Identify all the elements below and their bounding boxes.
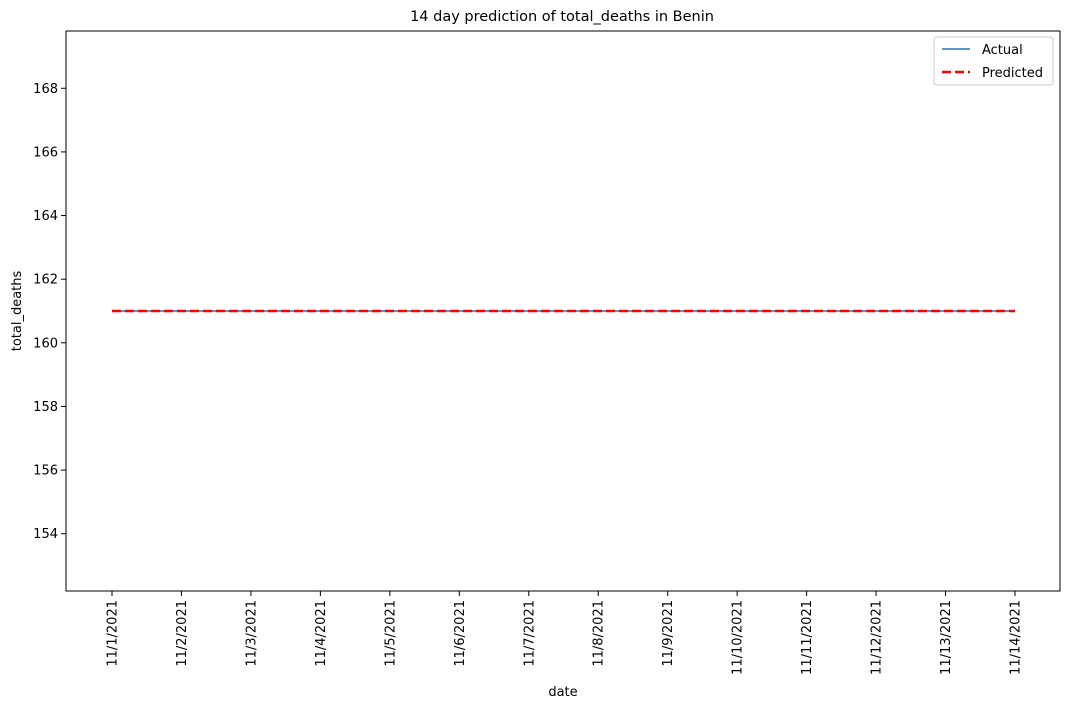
legend-label-actual: Actual (982, 43, 1023, 58)
y-axis: 154 156 158 160 162 164 166 168 (33, 82, 66, 542)
legend: Actual Predicted (933, 36, 1054, 86)
chart-title: 14 day prediction of total_deaths in Ben… (410, 9, 714, 25)
y-tick-label: 158 (33, 400, 58, 415)
x-axis-label: date (548, 685, 577, 700)
x-tick-label: 11/4/2021 (314, 600, 329, 667)
y-tick-label: 156 (33, 464, 58, 479)
x-tick-label: 11/7/2021 (522, 600, 537, 667)
x-tick-label: 11/6/2021 (453, 600, 468, 667)
y-tick-label: 164 (33, 209, 58, 224)
x-tick-label: 11/5/2021 (383, 600, 398, 667)
x-tick-label: 11/8/2021 (592, 600, 607, 667)
y-tick-label: 166 (33, 145, 58, 160)
x-tick-label: 11/11/2021 (800, 600, 815, 675)
y-tick-label: 168 (33, 82, 58, 97)
y-tick-label: 154 (33, 527, 58, 542)
x-tick-label: 11/14/2021 (1009, 600, 1024, 675)
x-tick-label: 11/13/2021 (939, 600, 954, 675)
x-axis: 11/1/2021 11/2/2021 11/3/2021 11/4/2021 11/5… (106, 591, 1024, 675)
x-tick-label: 11/12/2021 (870, 600, 885, 675)
y-axis-label: total_deaths (10, 271, 25, 352)
x-tick-label: 11/1/2021 (106, 600, 121, 667)
x-tick-label: 11/3/2021 (244, 600, 259, 667)
x-tick-label: 11/10/2021 (731, 600, 746, 675)
x-tick-label: 11/2/2021 (175, 600, 190, 667)
y-tick-label: 160 (33, 336, 58, 351)
y-tick-label: 162 (33, 273, 58, 288)
x-tick-label: 11/9/2021 (661, 600, 676, 667)
legend-label-predicted: Predicted (982, 66, 1043, 81)
